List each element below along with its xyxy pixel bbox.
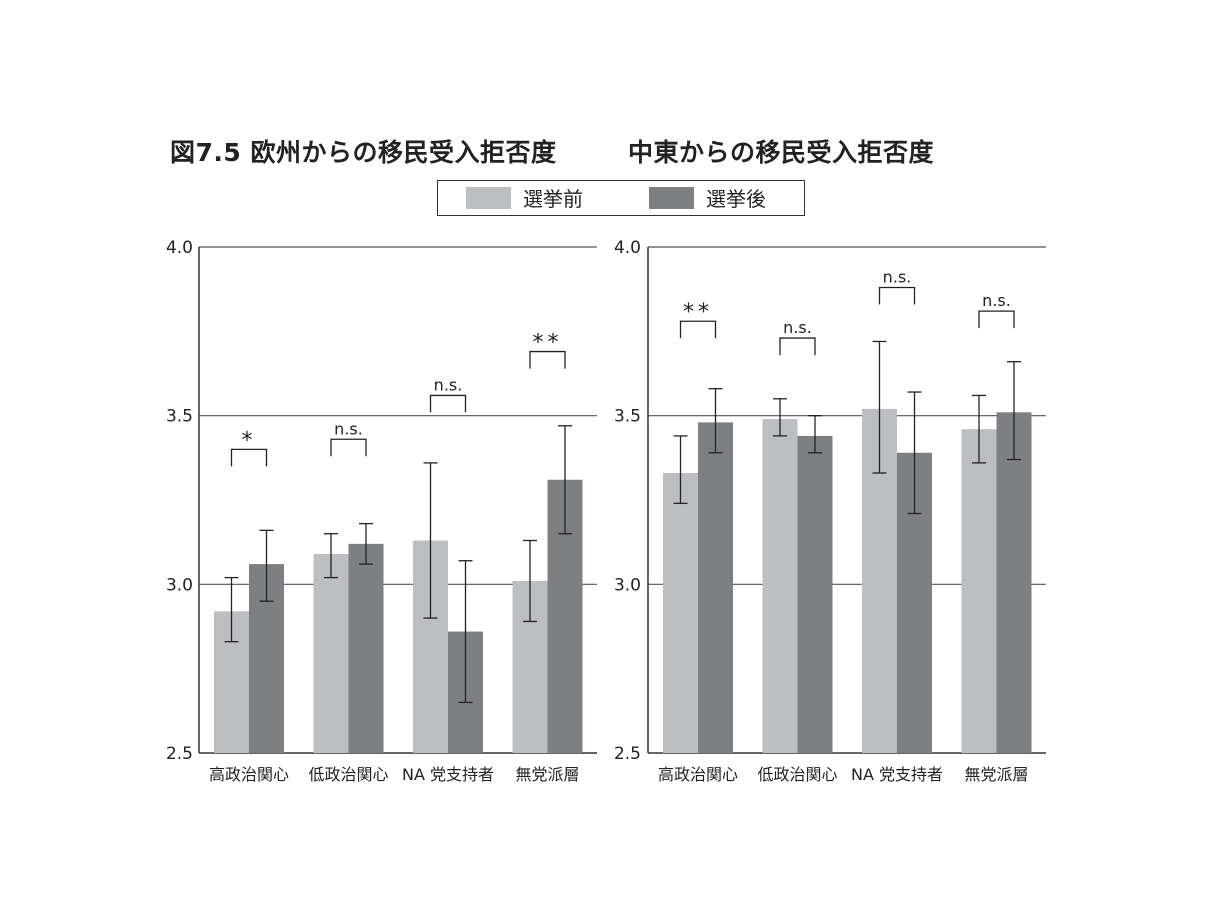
sig-bracket-left-3	[529, 350, 566, 369]
legend-item-after: 選挙後	[649, 181, 766, 214]
legend-label-before: 選挙前	[523, 187, 583, 211]
sig-label-right-2: n.s.	[883, 267, 912, 286]
legend-swatch-after	[649, 186, 694, 209]
ytick-label-right-0: 2.5	[614, 744, 641, 764]
xtick-label-right-0: 高政治関心	[658, 765, 738, 784]
sig-label-left-2: n.s.	[434, 375, 463, 394]
bar-right-3-0	[961, 429, 997, 753]
sig-bracket-left-2	[429, 394, 467, 413]
bar-right-0-1	[698, 422, 733, 753]
sig-bracket-right-3	[978, 310, 1015, 329]
bar-right-3-1	[996, 412, 1032, 753]
xtick-label-right-2: NA 党支持者	[851, 765, 943, 784]
bar-right-1-1	[797, 435, 833, 753]
ytick-label-left-2: 3.5	[166, 407, 193, 427]
sig-label-right-1: n.s.	[783, 318, 812, 337]
sig-label-right-0: **	[683, 300, 713, 325]
xtick-label-left-2: NA 党支持者	[402, 765, 494, 784]
xtick-label-right-1: 低政治関心	[757, 765, 837, 784]
xtick-label-left-1: 低政治関心	[308, 765, 388, 784]
bar-left-1-0	[313, 553, 349, 753]
ytick-label-left-1: 3.0	[166, 575, 193, 595]
legend-item-before: 選挙前	[466, 181, 583, 214]
sig-label-left-0: *	[242, 428, 257, 453]
bar-right-1-0	[762, 419, 798, 753]
ytick-label-right-1: 3.0	[614, 575, 641, 595]
ytick-label-right-2: 3.5	[614, 407, 641, 427]
chart-title-right: 中東からの移民受入拒否度	[628, 138, 935, 167]
legend-label-after: 選挙後	[706, 187, 766, 211]
ytick-label-left-0: 2.5	[166, 744, 193, 764]
sig-label-left-3: **	[533, 331, 563, 356]
ytick-label-right-3: 4.0	[614, 238, 641, 258]
sig-bracket-left-0	[230, 448, 268, 467]
sig-label-left-1: n.s.	[334, 419, 363, 438]
bar-left-1-1	[348, 543, 384, 753]
xtick-label-right-3: 無党派層	[964, 765, 1028, 784]
sig-bracket-left-1	[330, 438, 367, 457]
sig-bracket-right-1	[779, 337, 816, 356]
ytick-label-left-3: 4.0	[166, 238, 193, 258]
chart-title-left: 図7.5 欧州からの移民受入拒否度	[170, 138, 557, 167]
sig-label-right-3: n.s.	[982, 291, 1011, 310]
legend: 選挙前 選挙後	[437, 180, 805, 216]
bar-right-0-0	[663, 473, 698, 753]
xtick-label-left-3: 無党派層	[515, 765, 579, 784]
sig-bracket-right-0	[679, 320, 717, 339]
sig-bracket-right-2	[878, 286, 916, 305]
xtick-label-left-0: 高政治関心	[209, 765, 289, 784]
legend-swatch-before	[466, 186, 511, 209]
